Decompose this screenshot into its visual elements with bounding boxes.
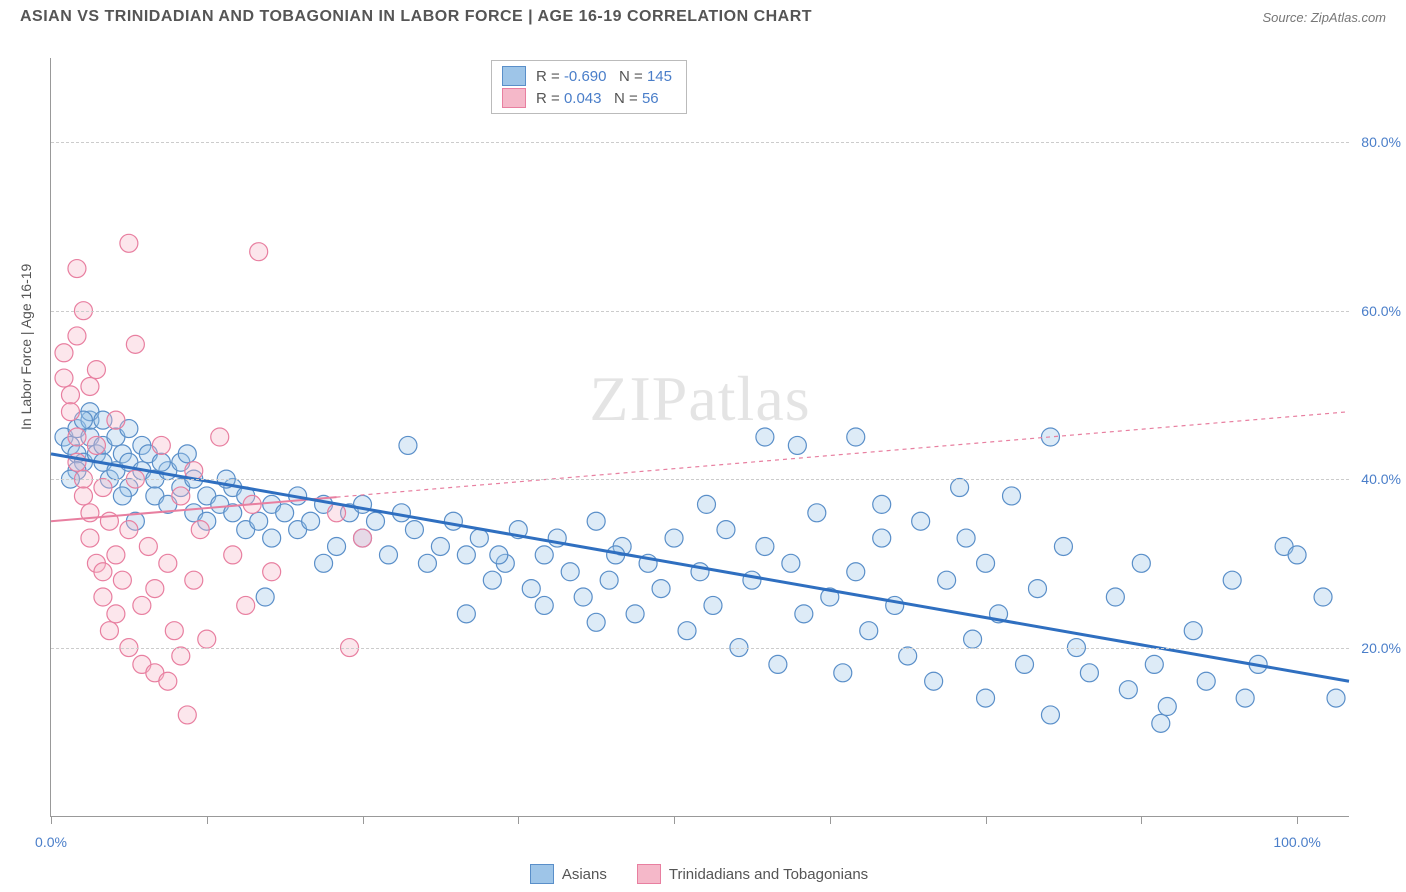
x-tick — [518, 816, 519, 824]
legend-swatch — [530, 864, 554, 884]
x-tick — [830, 816, 831, 824]
legend-swatch — [502, 66, 526, 86]
x-tick-label: 100.0% — [1273, 834, 1320, 850]
legend-swatch — [637, 864, 661, 884]
legend-label: Trinidadians and Tobagonians — [669, 866, 868, 883]
x-tick-label: 0.0% — [35, 834, 67, 850]
legend-label: Asians — [562, 866, 607, 883]
chart-header: ASIAN VS TRINIDADIAN AND TOBAGONIAN IN L… — [0, 0, 1406, 32]
stats-text: R = -0.690 N = 145 — [536, 68, 672, 85]
gridline — [51, 142, 1349, 143]
y-axis-label: In Labor Force | Age 16-19 — [18, 264, 34, 430]
plot-area: ZIPatlas R = -0.690 N = 145R = 0.043 N =… — [50, 58, 1349, 817]
plot-svg — [51, 58, 1349, 816]
x-tick — [51, 816, 52, 824]
gridline — [51, 311, 1349, 312]
y-tick-label: 20.0% — [1361, 640, 1401, 656]
y-tick-label: 80.0% — [1361, 134, 1401, 150]
stats-text: R = 0.043 N = 56 — [536, 90, 659, 107]
y-tick-label: 60.0% — [1361, 303, 1401, 319]
gridline — [51, 479, 1349, 480]
x-tick — [1297, 816, 1298, 824]
x-tick — [363, 816, 364, 824]
legend-item: Asians — [530, 864, 607, 884]
x-tick — [207, 816, 208, 824]
gridline — [51, 648, 1349, 649]
x-tick — [674, 816, 675, 824]
chart-source: Source: ZipAtlas.com — [1262, 10, 1386, 25]
x-tick — [1141, 816, 1142, 824]
stats-legend-row: R = -0.690 N = 145 — [502, 65, 672, 87]
bottom-legend: Asians Trinidadians and Tobagonians — [50, 864, 1348, 884]
legend-item: Trinidadians and Tobagonians — [637, 864, 868, 884]
stats-legend-row: R = 0.043 N = 56 — [502, 87, 672, 109]
y-tick-label: 40.0% — [1361, 471, 1401, 487]
legend-swatch — [502, 88, 526, 108]
chart-title: ASIAN VS TRINIDADIAN AND TOBAGONIAN IN L… — [20, 8, 812, 26]
stats-legend: R = -0.690 N = 145 R = 0.043 N = 56 — [491, 60, 687, 114]
x-tick — [986, 816, 987, 824]
